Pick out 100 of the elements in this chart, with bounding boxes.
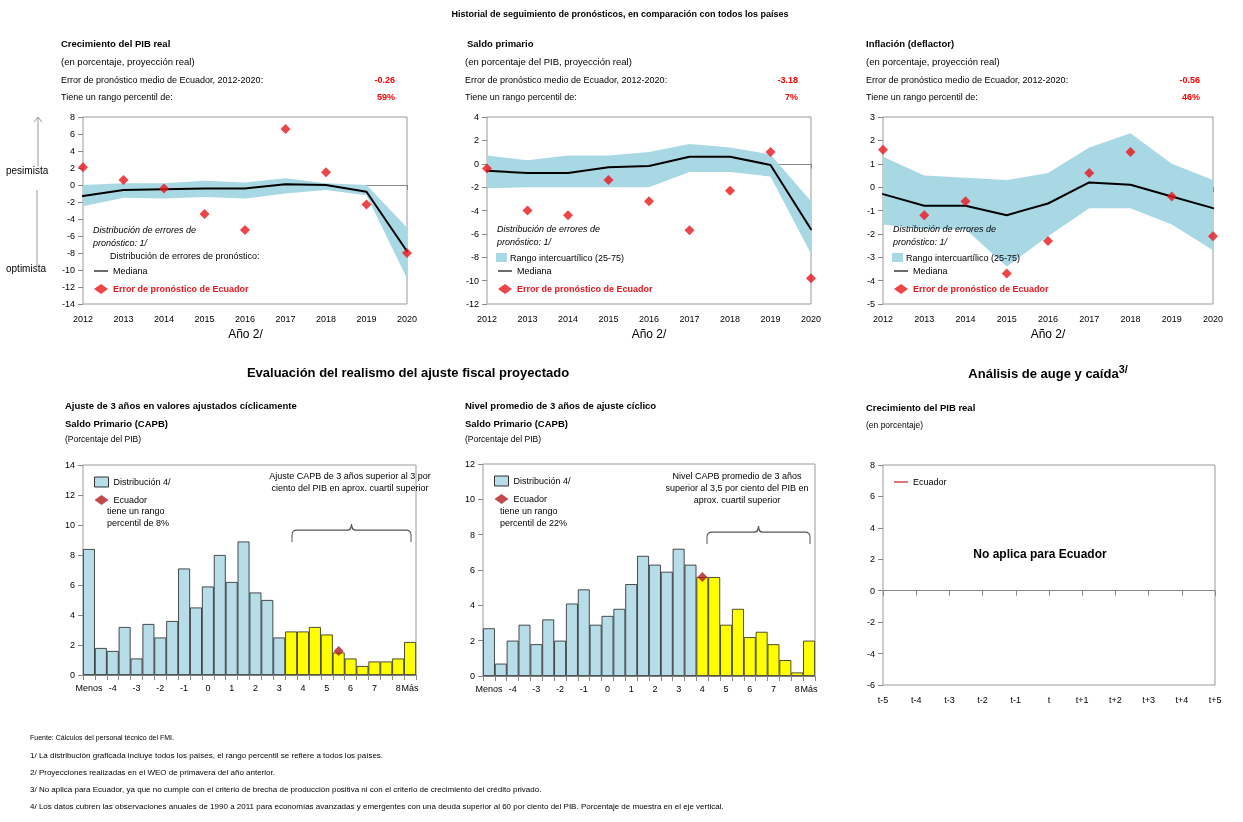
chart-title: Inflación (deflactor) — [866, 38, 955, 49]
y-tick-label: -4 — [866, 275, 875, 286]
x-tick-label: -3 — [132, 682, 141, 693]
text: 3/ No aplica para Ecuador, ya que no cumple con el criterio de brecha de producción positiva ni con el criterio de crecimiento del crédito privado. — [30, 785, 542, 794]
y-tick-label: -4 — [866, 648, 875, 659]
x-tick-label: -4 — [108, 682, 117, 693]
annotation: Rango intercuartílico (25-75) — [510, 253, 625, 263]
x-tick-label: 2015 — [598, 313, 619, 324]
legend-label: Error de pronóstico de Ecuador — [113, 284, 250, 294]
text: Análisis de auge y caída$^{3/}$ — [968, 363, 1128, 382]
point — [361, 199, 372, 210]
x-tick-label: t-5 — [877, 694, 889, 705]
x-tick-label: 0 — [604, 683, 611, 694]
y-tick-label: -10 — [61, 265, 75, 275]
annotation: No aplica para Ecuador — [973, 547, 1107, 561]
x-tick-label: 2017 — [275, 313, 296, 324]
annotation: tiene un rango percentil de 22% — [500, 506, 568, 529]
x-tick-label: 2013 — [113, 313, 134, 324]
text: Error de pronóstico medio de Ecuador, 2012-2020: — [465, 75, 668, 85]
x-tick-label: Más — [401, 682, 420, 693]
x-axis-title: Año 2/ — [631, 327, 667, 341]
y-tick-label: 12 — [64, 490, 75, 500]
y-tick-label: 2 — [69, 640, 75, 650]
text: Tiene un rango percentil de: — [465, 92, 577, 102]
y-tick-label: 6 — [469, 565, 475, 575]
y-tick-label: 0 — [469, 671, 475, 681]
x-tick-label: 2012 — [72, 313, 94, 324]
legend-label: Mediana — [113, 266, 148, 276]
y-tick-label: -4 — [66, 214, 75, 224]
x-tick-label: 8 — [395, 682, 401, 693]
x-tick-label: t+1 — [1075, 694, 1089, 705]
y-tick-label: -2 — [66, 197, 75, 207]
y-tick-label: -6 — [470, 228, 479, 239]
x-tick-label: 3 — [276, 682, 282, 693]
y-tick-label: 1 — [869, 158, 875, 169]
point — [563, 210, 573, 221]
text: 2/ Proyecciones realizadas en el WEO de primavera del año anterior. — [30, 768, 276, 777]
text: Historial de seguimiento de pronósticos, en comparación con todos los países — [451, 9, 789, 19]
text: 7% — [784, 92, 798, 102]
line-series — [882, 181, 1214, 217]
x-tick-label: t-2 — [977, 694, 988, 705]
y-tick-label: -2 — [866, 617, 875, 628]
point — [239, 225, 250, 236]
legend-label: Mediana — [517, 266, 552, 276]
text: Tiene un rango percentil de: — [61, 92, 173, 102]
x-tick-label: 2020 — [1202, 313, 1224, 324]
y-tick-label: 0 — [869, 182, 875, 193]
point — [159, 183, 169, 194]
x-tick-label: 2012 — [476, 313, 498, 324]
text: Evaluación del realismo del ajuste fiscal proyectado — [246, 365, 570, 380]
x-tick-label: 2020 — [800, 313, 822, 324]
y-tick-label: 3 — [869, 112, 875, 122]
y-axis-title: (Porcentaje del PIB) — [65, 434, 142, 444]
text: -0.56 — [1179, 75, 1200, 85]
x-tick-label: 2018 — [315, 313, 337, 324]
legend-title: Distribución de errores de pronóstico: 1/ — [93, 224, 198, 250]
x-tick-label: t-1 — [1010, 694, 1022, 705]
legend-label: Error de pronóstico de Ecuador — [913, 284, 1050, 294]
x-tick-label: -1 — [579, 683, 588, 694]
y-tick-label: -14 — [61, 299, 75, 309]
y-tick-label: 4 — [69, 146, 75, 156]
text: optimista — [6, 263, 47, 274]
point — [878, 144, 888, 155]
x-tick-label: 2019 — [356, 313, 377, 324]
chart-subtitle: (en porcentaje del PIB, proyección real) — [465, 56, 632, 67]
y-tick-label: 2 — [69, 163, 75, 173]
y-tick-label: -3 — [866, 252, 875, 263]
point — [78, 162, 88, 173]
y-tick-label: -1 — [866, 205, 875, 216]
text: Tiene un rango percentil de: — [866, 92, 978, 102]
point — [919, 210, 930, 221]
point — [199, 208, 210, 219]
text: Error de pronóstico medio de Ecuador, 2012-2020: — [866, 75, 1069, 85]
x-tick-label: t+4 — [1175, 694, 1189, 705]
y-tick-label: 4 — [869, 522, 875, 533]
x-tick-label: 2 — [252, 682, 258, 693]
y-tick-label: 8 — [869, 460, 875, 470]
x-tick-label: 5 — [723, 683, 729, 694]
x-tick-label: t-3 — [944, 694, 955, 705]
legend-label: Mediana — [913, 266, 948, 276]
x-tick-label: 2018 — [1120, 313, 1141, 324]
y-tick-label: -6 — [866, 680, 875, 690]
point — [644, 196, 654, 207]
x-tick-label: Más — [800, 683, 819, 694]
annotation: Ajuste CAPB de 3 años superior al 3 por ciento del PIB en aprox. cuartil superior — [269, 471, 431, 494]
y-tick-label: 12 — [464, 459, 475, 469]
point — [684, 225, 695, 236]
x-tick-label: 2016 — [234, 313, 256, 324]
x-tick-label: 2013 — [914, 313, 935, 324]
y-tick-label: 0 — [869, 585, 875, 596]
text: 46% — [1181, 92, 1200, 102]
text: 4/ Los datos cubren las observaciones anuales de 1990 a 2011 para economías avanzadas y emergentes con una deuda superior al 60 por ciento del PIB. Porcentaje de muestra en el eje vertical. — [30, 802, 724, 811]
chart-title: Saldo primario — [467, 38, 534, 49]
x-tick-label: 4 — [300, 682, 306, 693]
point — [603, 175, 614, 186]
point — [1043, 235, 1053, 246]
legend-label: Distribución 4/ — [513, 476, 572, 486]
chart-title: Crecimiento del PIB real — [866, 402, 976, 413]
text: -3.18 — [777, 75, 798, 85]
x-tick-label: 0 — [205, 682, 211, 693]
